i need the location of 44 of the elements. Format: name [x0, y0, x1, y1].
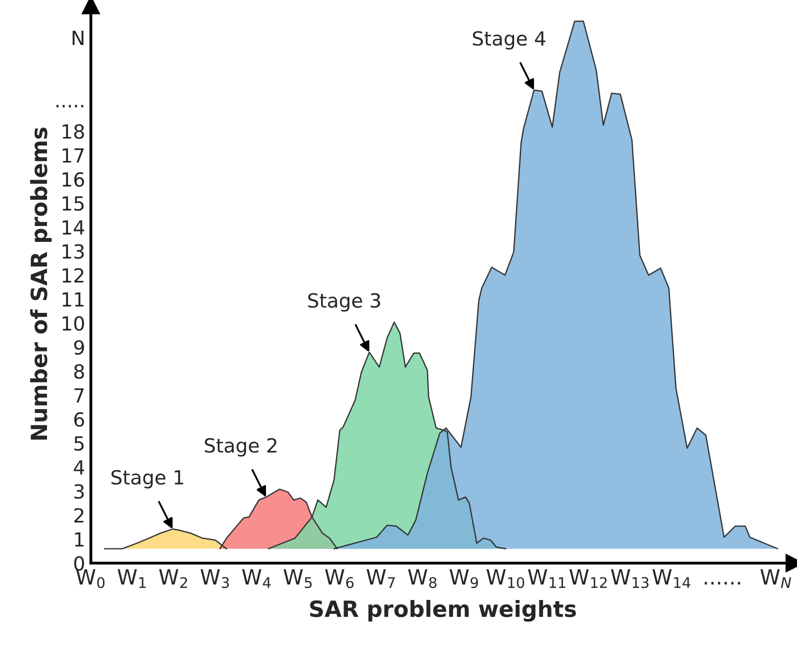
x-tick-label: W$_{8}$ [408, 569, 436, 588]
x-tick-label: W$_{4}$ [242, 569, 271, 588]
y-tick-label: 8 [74, 364, 84, 379]
y-tick-label: 7 [74, 388, 84, 403]
y-tick-label: 10 [62, 316, 84, 331]
x-tick-label: W$_{11}$ [528, 569, 566, 588]
x-tick-label: W$_{14}$ [652, 569, 690, 588]
x-tick-label: W$_{12}$ [569, 569, 607, 588]
x-tick-label: W$_{N}$ [760, 569, 792, 588]
y-tick-label: 4 [74, 460, 84, 475]
x-tick-label: W$_{9}$ [450, 569, 478, 588]
y-tick-label: 1 [75, 532, 84, 546]
y-tick-label: 13 [62, 244, 84, 259]
x-tick-label: W$_{7}$ [366, 569, 395, 588]
x-tick-label: W$_{2}$ [159, 569, 188, 588]
y-tick-label: 5 [74, 436, 84, 451]
y-tick-label: 12 [62, 268, 84, 283]
x-tick-label: W$_{10}$ [486, 569, 524, 588]
x-tick-label: W$_{3}$ [200, 569, 229, 588]
y-tick-label: 15 [62, 196, 84, 211]
y-tick-label: 0 [74, 556, 84, 571]
y-tick-label: 9 [74, 340, 84, 355]
y-tick-label: 11 [62, 292, 84, 307]
x-tick-label: W$_{0}$ [76, 569, 105, 588]
x-tick-label: W$_{13}$ [610, 569, 648, 588]
y-tick-label: 14 [62, 220, 84, 235]
y-tick-label: 2 [74, 508, 84, 523]
x-tick-label: W$_{1}$ [118, 569, 146, 588]
x-axis-title: SAR problem weights [310, 600, 576, 622]
y-tick-label: 18 [62, 124, 84, 139]
annotation: Stage 2 [204, 438, 276, 457]
x-tick-label: W$_{6}$ [325, 569, 354, 588]
y-tick-label: 16 [62, 172, 84, 187]
y-tick-label: 6 [74, 412, 84, 427]
y-tick-label: ..... [56, 104, 84, 108]
x-tick-label: ...... [704, 582, 740, 584]
y-tick-label: N [72, 30, 84, 45]
annotation: Stage 4 [472, 31, 546, 50]
y-axis-title: Number of SAR problems [30, 128, 52, 440]
x-tick-label: W$_{5}$ [284, 569, 312, 588]
y-tick-label: 17 [62, 148, 84, 163]
y-tick-label: 3 [74, 484, 84, 499]
annotation: Stage 3 [308, 293, 380, 312]
annotation: Stage 1 [112, 470, 184, 488]
